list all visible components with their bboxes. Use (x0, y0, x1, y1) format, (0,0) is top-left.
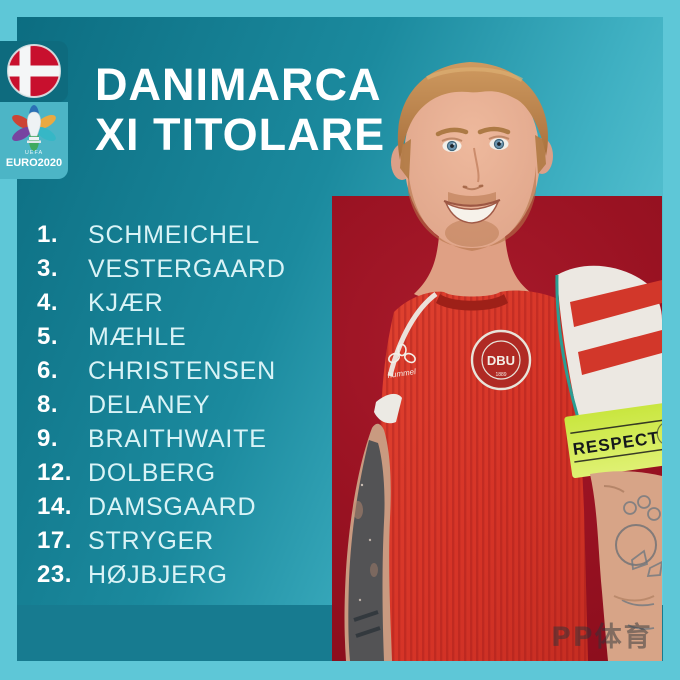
crest-dbu-label: DBU (487, 353, 515, 368)
player-eyes (441, 135, 510, 152)
player-name: MÆHLE (88, 322, 187, 351)
lineup-list: 1. SCHMEICHEL 3. VESTERGAARD 4. KJÆR 5. … (37, 218, 286, 592)
left-tattoo-arm (344, 423, 392, 661)
player-name: BRAITHWAITE (88, 424, 267, 453)
player-beard (408, 166, 536, 251)
player-name: HØJBJERG (88, 560, 228, 589)
player-number: 17. (37, 527, 72, 554)
jersey-right-sleeve (555, 265, 662, 419)
player-name: STRYGER (88, 526, 214, 555)
euro2020-badge: UEFA EURO2020 (0, 102, 68, 179)
player-number: 8. (37, 391, 59, 418)
player-eyebrows (435, 126, 511, 137)
jersey-collar (436, 294, 508, 311)
hummel-logo: hummel (387, 343, 417, 380)
player-number: 6. (37, 357, 59, 384)
dbu-crest: DBU 1889 (470, 329, 532, 391)
list-item: 8. DELANEY (37, 388, 286, 422)
crest-year-label: 1889 (495, 372, 506, 378)
denmark-flag-icon (7, 44, 61, 98)
pptv-watermark: PP体育 (551, 622, 653, 653)
player-face (404, 68, 540, 248)
list-item: 23. HØJBJERG (37, 558, 286, 592)
player-name: VESTERGAARD (88, 254, 286, 283)
list-item: 6. CHRISTENSEN (37, 354, 286, 388)
uefa-label: UEFA (25, 150, 43, 156)
player-number: 4. (37, 289, 59, 316)
title-line-1: DANIMARCA (95, 59, 382, 110)
player-jersey (374, 290, 588, 661)
player-nose (462, 147, 484, 191)
right-tattoo-arm (590, 471, 662, 661)
list-item: 3. VESTERGAARD (37, 252, 286, 286)
player-smile (443, 198, 501, 224)
hummel-wordmark: hummel (387, 367, 417, 380)
euro2020-wordmark: EURO2020 (6, 157, 62, 169)
player-photo: RESPECT (344, 62, 662, 661)
list-item: 1. SCHMEICHEL (37, 218, 286, 252)
list-item: 17. STRYGER (37, 524, 286, 558)
player-hair (397, 62, 548, 180)
player-name: KJÆR (88, 288, 164, 317)
player-number: 14. (37, 493, 72, 520)
player-number: 5. (37, 323, 59, 350)
uefa-logo-icon (656, 420, 662, 447)
shoulder-piping (387, 291, 438, 377)
player-number: 9. (37, 425, 59, 452)
left-sleeve-edge (374, 393, 402, 424)
player-number: 1. (37, 221, 59, 248)
player-name: DAMSGAARD (88, 492, 257, 521)
player-name: DELANEY (88, 390, 211, 419)
list-item: 4. KJÆR (37, 286, 286, 320)
list-item: 5. MÆHLE (37, 320, 286, 354)
list-item: 9. BRAITHWAITE (37, 422, 286, 456)
page-title: DANIMARCA XI TITOLARE (95, 60, 385, 160)
player-number: 3. (37, 255, 59, 282)
player-name: DOLBERG (88, 458, 216, 487)
list-item: 12. DOLBERG (37, 456, 286, 490)
title-line-2: XI TITOLARE (95, 109, 386, 160)
player-name: SCHMEICHEL (88, 220, 260, 249)
player-number: 12. (37, 459, 72, 486)
player-name: CHRISTENSEN (88, 356, 276, 385)
player-number: 23. (37, 561, 72, 588)
euro2020-logo-icon (12, 105, 56, 151)
captain-armband: RESPECT (564, 400, 662, 479)
denmark-flag-badge (0, 41, 68, 102)
list-item: 14. DAMSGAARD (37, 490, 286, 524)
